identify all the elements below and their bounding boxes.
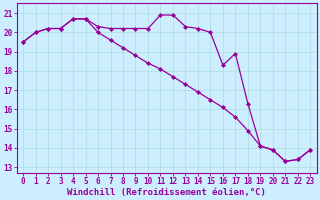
X-axis label: Windchill (Refroidissement éolien,°C): Windchill (Refroidissement éolien,°C) — [67, 188, 266, 197]
